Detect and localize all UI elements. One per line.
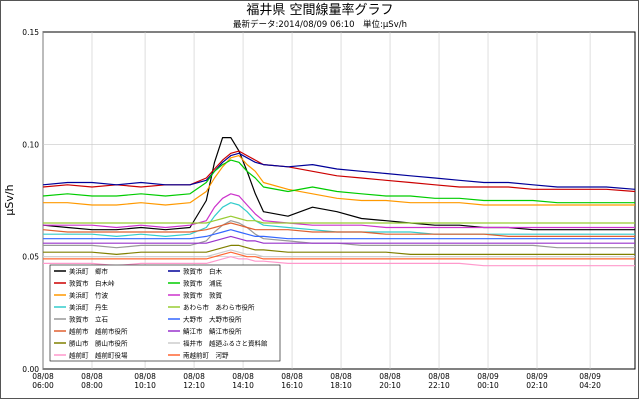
x-tick-date: 08/09 xyxy=(477,372,499,381)
x-tick-time: 18:10 xyxy=(330,381,352,390)
y-axis-label: μSv/h xyxy=(3,184,16,215)
legend-entry-11: あわら市 あわら市役所 xyxy=(183,302,255,311)
legend-entry-5: 越前市 越前市役所 xyxy=(69,326,128,335)
series-line-13 xyxy=(43,235,635,244)
y-tick-label: 0.00 xyxy=(22,365,39,374)
series-line-14 xyxy=(43,249,635,258)
y-tick-label: 0.05 xyxy=(22,253,39,262)
series-line-9 xyxy=(42,159,635,204)
series-line-12 xyxy=(43,229,635,240)
x-tick-date: 08/08 xyxy=(232,372,254,381)
legend-entry-13: 鯖江市 鯖江市役所 xyxy=(183,326,242,335)
series-line-11 xyxy=(43,215,635,224)
legend-entry-1: 敦賀市 白木峠 xyxy=(69,278,115,287)
series-line-3 xyxy=(43,202,635,237)
series-line-10 xyxy=(43,193,635,229)
y-axis: 0.00 0.05 0.10 0.15 xyxy=(22,28,39,374)
legend-entry-7: 越前町 越前町役場 xyxy=(69,350,128,359)
x-tick-date: 08/08 xyxy=(81,372,103,381)
legend-entry-6: 勝山市 勝山市役所 xyxy=(69,338,128,347)
series-line-5 xyxy=(42,222,635,237)
x-tick-date: 08/08 xyxy=(428,372,450,381)
x-tick-date: 08/08 xyxy=(183,372,205,381)
x-tick-time: 02:10 xyxy=(526,381,548,390)
x-tick-time: 12:10 xyxy=(183,381,205,390)
x-tick-time: 22:10 xyxy=(428,381,450,390)
series-line-7 xyxy=(43,256,635,267)
y-tick-label: 0.15 xyxy=(22,28,39,37)
legend-entry-0: 美浜町 郷市 xyxy=(69,266,109,275)
x-tick-date: 08/08 xyxy=(134,372,156,381)
x-tick-time: 16:10 xyxy=(281,381,303,390)
x-tick-date: 08/09 xyxy=(579,372,601,381)
series-lines xyxy=(42,137,636,267)
x-tick-time: 08:00 xyxy=(81,381,103,390)
x-tick-date: 08/09 xyxy=(526,372,548,381)
x-tick-time: 14:10 xyxy=(232,381,254,390)
legend-entry-8: 敦賀市 白木 xyxy=(183,266,223,275)
legend-entry-12: 大野市 大野市役所 xyxy=(183,314,242,323)
legend-entry-10: 敦賀市 敦賀 xyxy=(183,290,223,299)
series-line-2 xyxy=(43,155,635,206)
x-tick-date: 08/08 xyxy=(281,372,303,381)
legend-entry-4: 敦賀市 立石 xyxy=(69,314,109,323)
x-tick-time: 04:20 xyxy=(579,381,601,390)
legend-entry-14: 福井市 越廼ふるさと資料館 xyxy=(183,338,268,347)
legend-entry-2: 美浜町 竹波 xyxy=(69,290,109,299)
x-tick-date: 08/08 xyxy=(32,372,54,381)
series-line-4 xyxy=(43,220,635,249)
series-line-8 xyxy=(42,152,636,190)
chart-title: 福井県 空間線量率グラフ xyxy=(246,2,393,18)
series-line-6 xyxy=(43,244,635,255)
x-tick-time: 10:10 xyxy=(134,381,156,390)
x-tick-time: 00:10 xyxy=(477,381,499,390)
x-tick-time: 20:10 xyxy=(379,381,401,390)
y-tick-label: 0.10 xyxy=(22,140,39,149)
legend-entry-9: 敦賀市 浦底 xyxy=(183,278,223,287)
chart-subtitle: 最新データ:2014/08/09 06:10 単位:μSv/h xyxy=(233,19,407,30)
legend-box xyxy=(49,264,281,362)
x-axis: 08/0806:0008/0808:0008/0810:1008/0812:10… xyxy=(32,372,601,390)
x-tick-date: 08/08 xyxy=(379,372,401,381)
x-tick-time: 06:00 xyxy=(32,381,54,390)
x-tick-date: 08/08 xyxy=(330,372,352,381)
legend-entry-15: 南越前町 河野 xyxy=(183,350,229,359)
series-line-15 xyxy=(43,251,635,260)
legend-entry-3: 美浜町 丹生 xyxy=(69,302,109,311)
